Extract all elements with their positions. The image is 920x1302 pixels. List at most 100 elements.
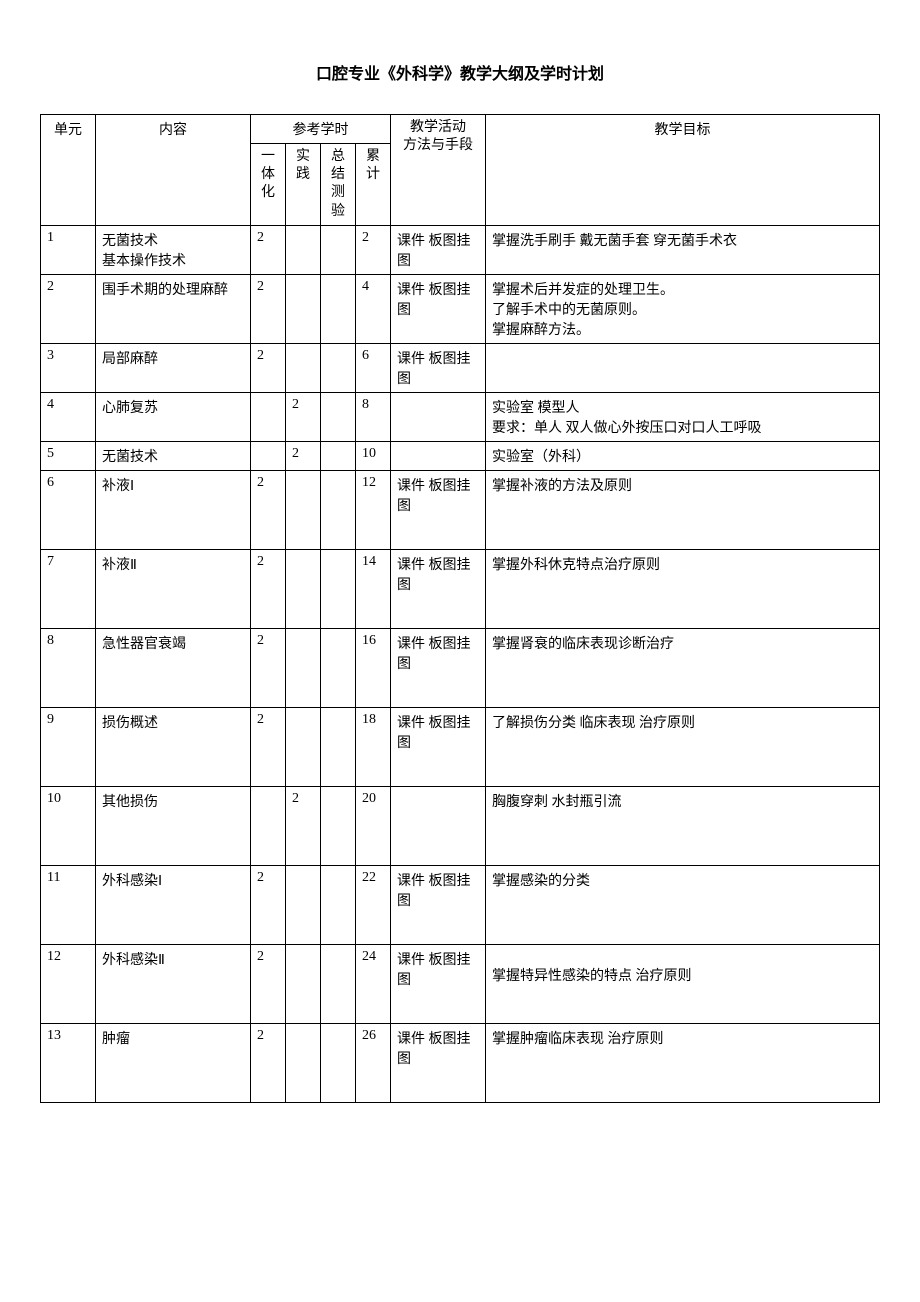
cell-h4: 22	[356, 865, 391, 944]
cell-h2	[286, 1023, 321, 1102]
cell-h2: 2	[286, 392, 321, 441]
cell-unit: 12	[41, 944, 96, 1023]
cell-h3	[321, 441, 356, 470]
cell-h4: 8	[356, 392, 391, 441]
cell-method: 课件 板图挂图	[391, 470, 486, 549]
cell-h1: 2	[251, 274, 286, 343]
cell-h2	[286, 865, 321, 944]
cell-method: 课件 板图挂图	[391, 1023, 486, 1102]
cell-content: 肿瘤	[96, 1023, 251, 1102]
cell-h4: 18	[356, 707, 391, 786]
cell-h2: 2	[286, 786, 321, 865]
cell-h1: 2	[251, 549, 286, 628]
cell-h3	[321, 628, 356, 707]
table-row: 10其他损伤 2 20 胸腹穿刺 水封瓶引流	[41, 786, 880, 865]
cell-content: 外科感染Ⅱ	[96, 944, 251, 1023]
cell-unit: 13	[41, 1023, 96, 1102]
cell-content: 围手术期的处理麻醉	[96, 274, 251, 343]
cell-h3	[321, 549, 356, 628]
cell-h1: 2	[251, 628, 286, 707]
cell-method: 课件 板图挂图	[391, 707, 486, 786]
cell-method: 课件 板图挂图	[391, 343, 486, 392]
cell-unit: 2	[41, 274, 96, 343]
cell-method	[391, 441, 486, 470]
cell-h1: 2	[251, 865, 286, 944]
cell-method	[391, 392, 486, 441]
header-unit: 单元	[41, 115, 96, 226]
page-title: 口腔专业《外科学》教学大纲及学时计划	[40, 60, 880, 84]
cell-h2	[286, 628, 321, 707]
cell-goal: 掌握肿瘤临床表现 治疗原则	[486, 1023, 880, 1102]
cell-goal: 胸腹穿刺 水封瓶引流	[486, 786, 880, 865]
cell-h3	[321, 392, 356, 441]
cell-method: 课件 板图挂图	[391, 628, 486, 707]
table-row: 12外科感染Ⅱ224课件 板图挂图掌握特异性感染的特点 治疗原则	[41, 944, 880, 1023]
table-row: 9损伤概述2 18课件 板图挂图了解损伤分类 临床表现 治疗原则	[41, 707, 880, 786]
cell-h4: 20	[356, 786, 391, 865]
table-row: 4心肺复苏28实验室 模型人要求：单人 双人做心外按压口对口人工呼吸	[41, 392, 880, 441]
cell-content: 无菌技术	[96, 441, 251, 470]
cell-h2	[286, 944, 321, 1023]
cell-h1: 2	[251, 1023, 286, 1102]
cell-content: 急性器官衰竭	[96, 628, 251, 707]
header-row-1: 单元 内容 参考学时 教学活动方法与手段 教学目标	[41, 115, 880, 144]
table-row: 6补液Ⅰ212课件 板图挂图掌握补液的方法及原则	[41, 470, 880, 549]
cell-method: 课件 板图挂图	[391, 549, 486, 628]
syllabus-table: 单元 内容 参考学时 教学活动方法与手段 教学目标 一体化 实践 总结测验 累计…	[40, 114, 880, 1103]
cell-h1: 2	[251, 343, 286, 392]
table-row: 11外科感染Ⅰ222课件 板图挂图掌握感染的分类	[41, 865, 880, 944]
cell-h3	[321, 707, 356, 786]
cell-h4: 4	[356, 274, 391, 343]
cell-goal: 掌握感染的分类	[486, 865, 880, 944]
cell-content: 外科感染Ⅰ	[96, 865, 251, 944]
cell-unit: 1	[41, 225, 96, 274]
cell-h2	[286, 549, 321, 628]
cell-content: 损伤概述	[96, 707, 251, 786]
cell-unit: 8	[41, 628, 96, 707]
cell-content: 补液Ⅰ	[96, 470, 251, 549]
cell-h3	[321, 865, 356, 944]
cell-h4: 2	[356, 225, 391, 274]
cell-h4: 14	[356, 549, 391, 628]
cell-goal: 掌握洗手刷手 戴无菌手套 穿无菌手术衣	[486, 225, 880, 274]
cell-content: 局部麻醉	[96, 343, 251, 392]
cell-unit: 7	[41, 549, 96, 628]
cell-content: 无菌技术基本操作技术	[96, 225, 251, 274]
cell-goal: 掌握术后并发症的处理卫生。了解手术中的无菌原则。掌握麻醉方法。	[486, 274, 880, 343]
cell-h2	[286, 470, 321, 549]
cell-h2	[286, 274, 321, 343]
cell-h4: 24	[356, 944, 391, 1023]
cell-goal	[486, 343, 880, 392]
cell-content: 其他损伤	[96, 786, 251, 865]
table-row: 13肿瘤226课件 板图挂图掌握肿瘤临床表现 治疗原则	[41, 1023, 880, 1102]
cell-h3	[321, 786, 356, 865]
cell-method: 课件 板图挂图	[391, 944, 486, 1023]
cell-h1	[251, 786, 286, 865]
header-h3: 总结测验	[321, 144, 356, 226]
cell-goal: 掌握特异性感染的特点 治疗原则	[486, 944, 880, 1023]
cell-h3	[321, 470, 356, 549]
cell-unit: 4	[41, 392, 96, 441]
cell-h1: 2	[251, 225, 286, 274]
cell-unit: 11	[41, 865, 96, 944]
cell-goal: 实验室 模型人要求：单人 双人做心外按压口对口人工呼吸	[486, 392, 880, 441]
cell-h1: 2	[251, 470, 286, 549]
cell-h1	[251, 441, 286, 470]
cell-h4: 12	[356, 470, 391, 549]
header-goal: 教学目标	[486, 115, 880, 226]
header-method: 教学活动方法与手段	[391, 115, 486, 226]
cell-h4: 16	[356, 628, 391, 707]
cell-goal: 掌握外科休克特点治疗原则	[486, 549, 880, 628]
cell-h1: 2	[251, 707, 286, 786]
cell-method	[391, 786, 486, 865]
table-row: 7补液Ⅱ214课件 板图挂图掌握外科休克特点治疗原则	[41, 549, 880, 628]
cell-unit: 3	[41, 343, 96, 392]
cell-h2	[286, 343, 321, 392]
cell-unit: 6	[41, 470, 96, 549]
cell-goal: 了解损伤分类 临床表现 治疗原则	[486, 707, 880, 786]
cell-h2	[286, 707, 321, 786]
cell-method: 课件 板图挂图	[391, 225, 486, 274]
cell-unit: 9	[41, 707, 96, 786]
cell-unit: 10	[41, 786, 96, 865]
header-h4: 累计	[356, 144, 391, 226]
